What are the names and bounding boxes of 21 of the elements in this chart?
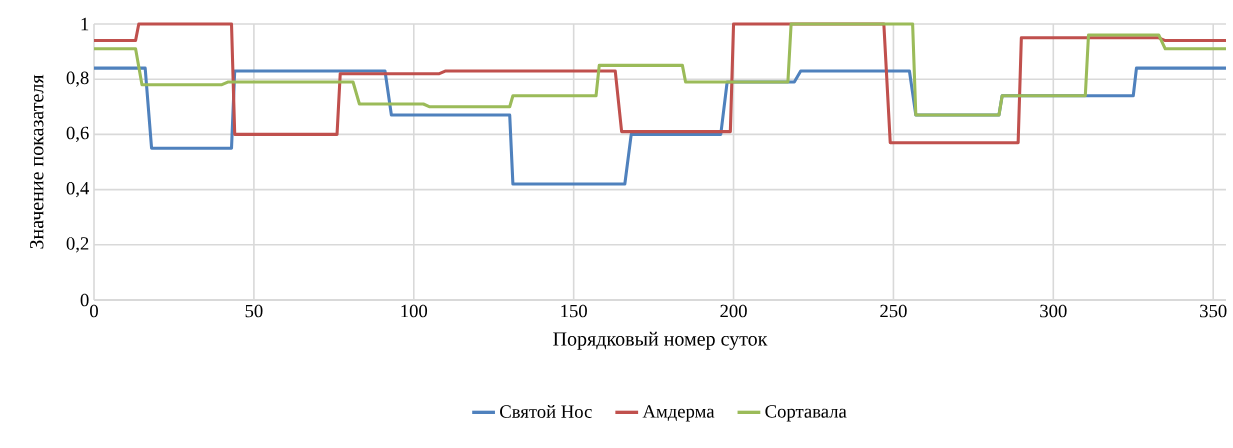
legend-label: Святой Нос — [500, 404, 592, 418]
line-series — [92, 22, 1228, 145]
legend-label: Амдерма — [642, 405, 715, 422]
x-tick-label: 50 — [245, 304, 263, 318]
x-tick-label: 150 — [561, 304, 587, 318]
legend-label: Сортавала — [765, 405, 847, 422]
y-tick-label: 0,8 — [66, 71, 89, 87]
y-tick-label: 0 — [80, 293, 89, 307]
x-tick-label: 350 — [1200, 304, 1227, 318]
x-tick-label: 0 — [90, 304, 98, 318]
x-tick-label: 200 — [720, 304, 747, 318]
y-tick-label: 0,2 — [66, 237, 89, 253]
y-tick-label: 0,4 — [66, 181, 90, 198]
x-axis-title: Порядковый номер суток — [553, 331, 768, 350]
y-axis-title: Значение показателя — [30, 74, 44, 249]
x-tick-label: 250 — [880, 304, 907, 318]
x-tick-label: 300 — [1040, 304, 1067, 318]
x-tick-label: 100 — [401, 304, 428, 318]
line-series — [92, 22, 1228, 117]
y-tick-label: 0,6 — [66, 126, 89, 143]
y-tick-label: 1 — [81, 17, 89, 31]
